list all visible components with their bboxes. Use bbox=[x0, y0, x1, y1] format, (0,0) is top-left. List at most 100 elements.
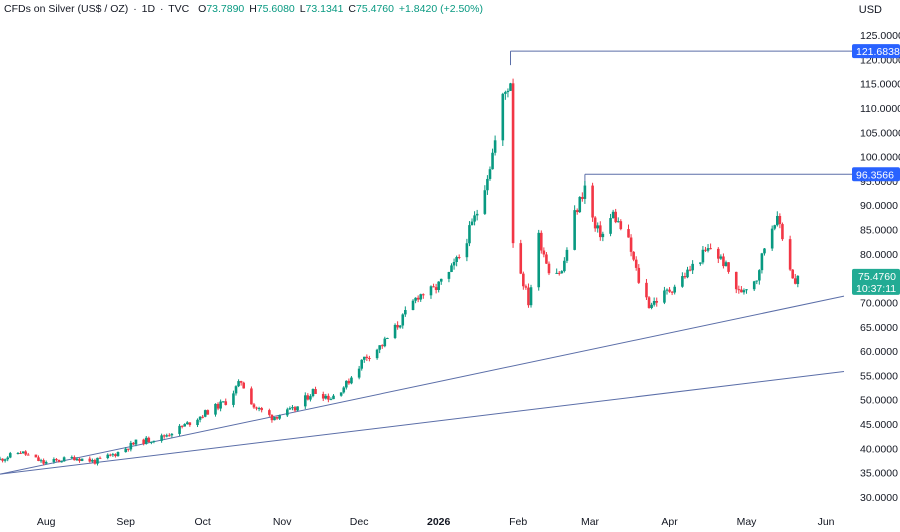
candle-body bbox=[545, 254, 548, 264]
candle-body bbox=[414, 297, 417, 301]
x-tick-label: Feb bbox=[509, 516, 527, 528]
candle-body bbox=[168, 435, 171, 437]
candle bbox=[255, 406, 258, 411]
candle bbox=[6, 456, 9, 462]
candle-body bbox=[142, 439, 145, 444]
low-key: L bbox=[299, 3, 306, 15]
candle bbox=[791, 269, 794, 279]
candle-body bbox=[350, 377, 353, 384]
candle bbox=[414, 297, 417, 304]
candle bbox=[52, 457, 56, 464]
candle-body bbox=[296, 406, 299, 411]
candle-body bbox=[96, 457, 99, 464]
candle-body bbox=[522, 273, 525, 287]
candle bbox=[776, 211, 779, 227]
candle bbox=[98, 456, 102, 459]
low-value: 73.1341 bbox=[305, 3, 344, 15]
candle-body bbox=[16, 453, 20, 455]
candle bbox=[465, 238, 469, 262]
candle-body bbox=[773, 225, 777, 229]
candle bbox=[519, 239, 523, 275]
candle bbox=[493, 135, 497, 156]
candle-body bbox=[727, 262, 730, 272]
candle-body bbox=[114, 454, 117, 457]
x-tick-label: May bbox=[737, 516, 758, 528]
x-tick-label: Jun bbox=[818, 516, 835, 528]
candle bbox=[70, 455, 74, 460]
candle bbox=[109, 453, 112, 457]
interval-label[interactable]: 1D bbox=[141, 3, 156, 15]
candle bbox=[252, 402, 256, 409]
candle bbox=[232, 390, 235, 408]
candle-body bbox=[419, 294, 423, 300]
candle bbox=[268, 408, 271, 417]
candle bbox=[627, 224, 630, 238]
currency-label[interactable]: USD bbox=[858, 4, 882, 16]
candle bbox=[293, 405, 297, 413]
candle-body bbox=[273, 417, 276, 421]
candle-body bbox=[347, 380, 351, 384]
candle-body bbox=[742, 290, 746, 293]
candle-body bbox=[219, 401, 222, 409]
candle bbox=[437, 281, 440, 293]
candle bbox=[239, 380, 243, 386]
candle-body bbox=[665, 289, 669, 291]
candle bbox=[483, 185, 487, 216]
candle-body bbox=[670, 291, 674, 293]
candle bbox=[473, 211, 476, 226]
candle-body bbox=[124, 448, 128, 453]
candle bbox=[722, 253, 725, 269]
candle bbox=[557, 270, 561, 276]
candle-body bbox=[452, 262, 456, 266]
candle-body bbox=[632, 251, 635, 260]
candle bbox=[206, 409, 210, 415]
candle-body bbox=[365, 356, 369, 359]
candle-body bbox=[411, 300, 415, 311]
symbol-name[interactable]: CFDs on Silver (US$ / OZ) bbox=[4, 3, 129, 15]
candle bbox=[329, 397, 333, 401]
candle bbox=[242, 381, 246, 389]
candle bbox=[180, 425, 184, 429]
change-value: +1.8420 (+2.50%) bbox=[398, 3, 483, 15]
candle bbox=[368, 355, 371, 362]
candle-body bbox=[260, 408, 263, 411]
trendline bbox=[0, 295, 845, 475]
candle bbox=[116, 451, 120, 457]
x-tick-label: Mar bbox=[581, 516, 600, 528]
candle-body bbox=[596, 225, 600, 229]
candle-body bbox=[52, 459, 56, 462]
candle bbox=[447, 271, 451, 283]
candle-body bbox=[468, 225, 471, 244]
candle bbox=[150, 441, 153, 445]
candle-body bbox=[21, 451, 25, 454]
candle-body bbox=[221, 401, 225, 403]
candle-body bbox=[106, 454, 110, 459]
candle bbox=[3, 458, 7, 463]
candle bbox=[273, 417, 276, 421]
candle bbox=[429, 285, 433, 299]
candle bbox=[781, 222, 784, 241]
candle-body bbox=[73, 457, 76, 461]
candle bbox=[360, 359, 364, 371]
candle-body bbox=[178, 425, 181, 434]
candle bbox=[511, 78, 515, 248]
candle-body bbox=[196, 419, 199, 426]
candle bbox=[257, 406, 261, 412]
candle-body bbox=[609, 218, 612, 234]
candle-body bbox=[270, 414, 274, 421]
candle-body bbox=[109, 454, 112, 456]
x-tick-label: Sep bbox=[116, 516, 135, 528]
candle-body bbox=[704, 249, 707, 251]
candle-body bbox=[288, 408, 292, 410]
candle bbox=[78, 457, 81, 463]
candle-body bbox=[650, 304, 653, 308]
candle bbox=[16, 451, 20, 455]
candle bbox=[26, 452, 30, 456]
candle-body bbox=[396, 324, 399, 328]
candles bbox=[0, 78, 800, 466]
candle bbox=[614, 208, 617, 224]
level-badge bbox=[852, 44, 900, 59]
candle bbox=[106, 453, 110, 460]
candle-body bbox=[529, 287, 533, 306]
